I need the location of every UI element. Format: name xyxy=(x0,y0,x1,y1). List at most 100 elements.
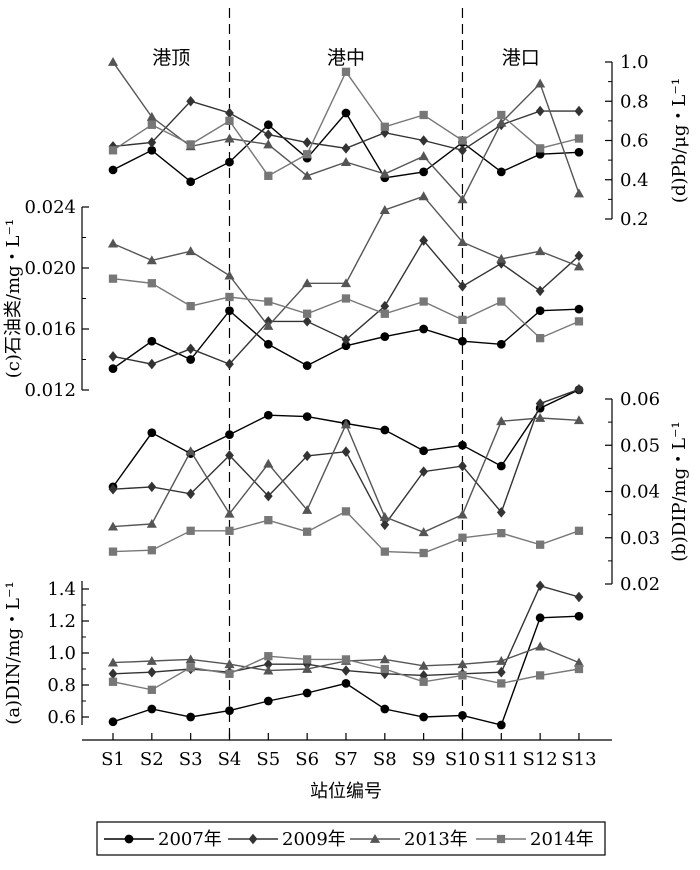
series-line-d-s2013 xyxy=(112,61,580,201)
data-point-b-s2009-S11 xyxy=(496,507,506,518)
data-point-d-s2013-S6 xyxy=(302,170,313,180)
data-point-b-s2007-S6 xyxy=(302,412,312,421)
data-point-d-s2009-S9 xyxy=(419,135,429,146)
data-point-d-s2013-S4 xyxy=(224,133,235,143)
y-axis-title-a: (a)DIN/mg・L⁻¹ xyxy=(3,581,24,724)
data-point-a-s2013-S2 xyxy=(146,655,157,665)
x-tick-label-S6: S6 xyxy=(295,749,319,770)
data-point-a-s2007-S5 xyxy=(263,696,273,706)
data-point-c-s2007-S8 xyxy=(380,332,390,341)
data-point-a-s2014-S5 xyxy=(264,652,273,661)
data-point-d-s2013-S1 xyxy=(107,56,119,66)
data-point-b-s2013-S2 xyxy=(146,518,157,528)
data-point-d-s2009-S10 xyxy=(458,145,467,156)
data-point-c-s2007-S5 xyxy=(263,339,273,349)
y-tick-label-a-1: 0.8 xyxy=(47,675,76,696)
data-point-a-s2014-S4 xyxy=(225,669,234,678)
data-point-c-s2013-S1 xyxy=(107,238,119,248)
data-point-a-s2014-S7 xyxy=(341,655,351,664)
data-point-a-s2014-S3 xyxy=(186,663,195,672)
series-line-b-s2007 xyxy=(112,389,580,488)
data-point-b-s2013-S8 xyxy=(379,511,390,521)
data-point-c-s2007-S1 xyxy=(108,364,118,374)
series-line-c-s2013 xyxy=(112,195,580,328)
data-point-c-s2007-S13 xyxy=(574,304,584,314)
data-point-a-s2014-S1 xyxy=(108,677,118,686)
data-point-a-s2014-S6 xyxy=(303,655,312,664)
data-point-c-s2009-S2 xyxy=(147,358,157,370)
data-point-d-s2013-S13 xyxy=(573,188,585,198)
data-point-d-s2014-S2 xyxy=(147,120,156,129)
y-tick-label-b-4: 0.06 xyxy=(620,389,660,410)
data-point-a-s2007-S7 xyxy=(341,679,351,688)
data-point-d-s2014-S5 xyxy=(264,171,273,180)
data-point-b-s2014-S9 xyxy=(419,548,428,558)
y-tick-label-b-3: 0.05 xyxy=(620,435,660,456)
data-point-b-s2009-S8 xyxy=(380,519,390,531)
data-point-d-s2009-S13 xyxy=(574,105,584,117)
data-point-c-s2007-S11 xyxy=(496,339,506,349)
data-point-c-s2014-S9 xyxy=(419,297,428,306)
data-point-b-s2014-S4 xyxy=(225,526,234,535)
data-point-c-s2014-S8 xyxy=(380,309,389,318)
data-point-c-s2013-S4 xyxy=(224,270,235,280)
data-point-b-s2013-S11 xyxy=(496,416,507,426)
data-point-d-s2014-S6 xyxy=(303,150,312,159)
data-point-d-s2014-S11 xyxy=(497,110,506,120)
x-tick-label-S10: S10 xyxy=(445,749,480,770)
data-point-b-s2014-S11 xyxy=(497,528,506,538)
data-point-b-s2013-S6 xyxy=(302,504,313,514)
data-point-a-s2007-S4 xyxy=(225,706,234,715)
data-point-c-s2009-S7 xyxy=(341,334,351,345)
panel-c: 0.012 0.016 0.020 0.024(c)石油类/mg・L⁻¹ xyxy=(3,191,585,401)
data-point-b-s2007-S2 xyxy=(147,428,157,438)
data-point-b-s2009-S4 xyxy=(225,450,234,461)
y-tick-label-b-0: 0.02 xyxy=(620,574,660,595)
data-point-b-s2009-S6 xyxy=(302,450,312,462)
data-point-d-s2007-S7 xyxy=(341,108,351,118)
data-point-c-s2013-S13 xyxy=(573,261,585,271)
data-point-d-s2014-S7 xyxy=(341,67,351,76)
data-point-d-s2013-S11 xyxy=(496,117,507,127)
data-point-d-s2013-S8 xyxy=(379,168,390,178)
data-point-d-s2007-S2 xyxy=(147,145,157,155)
x-tick-label-S5: S5 xyxy=(256,749,280,770)
y-tick-label-a-4: 1.4 xyxy=(47,579,76,600)
data-point-a-s2013-S1 xyxy=(107,657,119,667)
data-point-d-s2007-S9 xyxy=(419,167,429,177)
y-tick-label-d-2: 0.6 xyxy=(620,131,649,152)
legend-label-s2014: 2014年 xyxy=(530,829,594,850)
data-point-b-s2009-S13 xyxy=(574,383,584,395)
legend-marker-s2013 xyxy=(369,833,381,843)
data-point-b-s2013-S1 xyxy=(107,521,119,531)
data-point-d-s2014-S10 xyxy=(458,136,467,145)
y-tick-label-c-1: 0.016 xyxy=(24,319,76,340)
data-point-b-s2009-S9 xyxy=(419,466,429,477)
data-point-c-s2013-S7 xyxy=(340,278,352,288)
data-point-a-s2013-S9 xyxy=(418,660,429,670)
data-point-a-s2007-S13 xyxy=(574,611,584,621)
data-point-c-s2014-S4 xyxy=(225,292,234,302)
data-point-c-s2014-S12 xyxy=(535,334,545,343)
data-point-a-s2009-S13 xyxy=(574,591,584,603)
legend-marker-s2007 xyxy=(124,834,134,844)
data-point-d-s2014-S4 xyxy=(225,116,234,126)
data-point-a-s2014-S10 xyxy=(458,671,467,680)
y-axis-title-d: (d)Pb/μg・L⁻¹ xyxy=(669,78,690,203)
data-point-a-s2014-S13 xyxy=(574,664,584,674)
data-point-c-s2009-S10 xyxy=(458,281,467,292)
data-point-a-s2007-S9 xyxy=(419,712,429,722)
x-tick-label-S4: S4 xyxy=(218,749,242,770)
data-point-b-s2013-S9 xyxy=(418,527,429,537)
series-line-b-s2014 xyxy=(112,510,580,554)
data-point-a-s2009-S7 xyxy=(341,665,351,676)
y-tick-label-d-0: 0.2 xyxy=(620,209,649,230)
data-point-b-s2014-S3 xyxy=(186,526,195,535)
legend-label-s2013: 2013年 xyxy=(404,829,468,850)
data-point-a-s2014-S12 xyxy=(535,671,545,680)
x-tick-label-S13: S13 xyxy=(561,749,596,770)
data-point-c-s2014-S5 xyxy=(264,297,273,306)
data-point-b-s2007-S9 xyxy=(419,446,429,456)
x-tick-label-S8: S8 xyxy=(373,749,397,770)
region-label-2: 港口 xyxy=(502,47,540,69)
